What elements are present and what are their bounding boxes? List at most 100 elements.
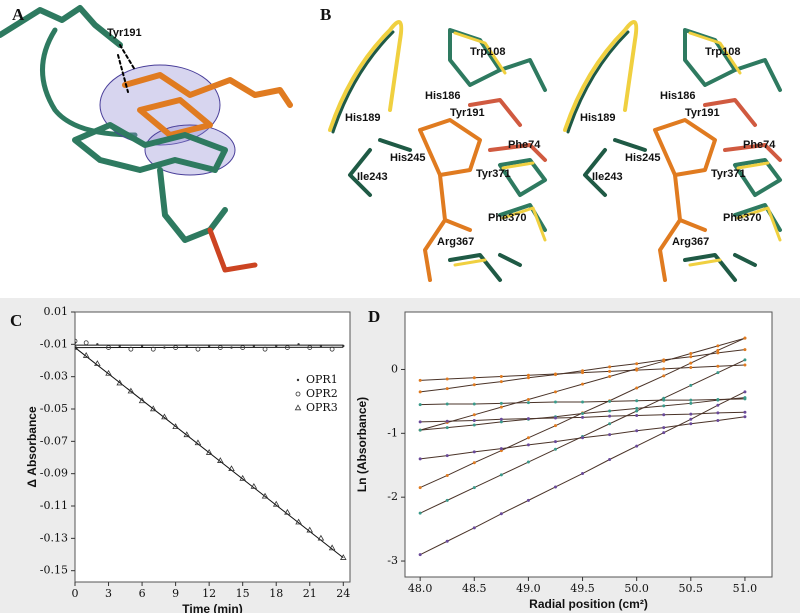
point — [472, 450, 476, 454]
point — [329, 346, 335, 352]
point — [526, 417, 530, 421]
point — [716, 371, 720, 375]
point — [662, 426, 666, 430]
point — [553, 390, 557, 394]
point — [635, 362, 639, 366]
x-tick-label: 18 — [269, 587, 283, 600]
residue-label: His189 — [345, 112, 380, 124]
point — [689, 361, 693, 365]
point — [252, 344, 256, 348]
point — [118, 344, 121, 348]
point — [743, 390, 747, 394]
y-tick-label: -1 — [387, 426, 398, 439]
x-axis-label: Radial position (cm²) — [529, 597, 648, 611]
y-axis-label: Ln (Absorbance) — [355, 397, 369, 492]
point — [418, 428, 422, 432]
point — [553, 400, 557, 404]
point — [743, 415, 747, 419]
residue-label: Tyr191 — [450, 107, 485, 119]
point — [217, 345, 223, 350]
point — [195, 346, 201, 352]
point — [183, 431, 191, 438]
point — [418, 403, 422, 407]
point — [581, 415, 585, 419]
point — [553, 373, 557, 377]
point — [635, 386, 639, 390]
point — [230, 346, 233, 349]
residue-label: Phe370 — [723, 212, 762, 224]
residue-label: Ile243 — [357, 171, 388, 183]
point — [716, 348, 720, 352]
residue-label: Phe74 — [508, 139, 541, 151]
point — [608, 409, 612, 413]
point — [689, 412, 693, 416]
point — [96, 343, 99, 346]
x-tick-label: 51.0 — [733, 582, 758, 595]
plot-content — [418, 336, 747, 557]
point — [526, 397, 530, 401]
point — [275, 344, 278, 348]
point — [472, 413, 476, 417]
point — [635, 409, 639, 413]
point — [581, 412, 585, 416]
point — [689, 398, 693, 402]
point — [689, 366, 693, 370]
point — [526, 376, 530, 380]
point — [82, 352, 90, 358]
point — [499, 473, 503, 477]
point — [608, 458, 612, 462]
point — [306, 526, 314, 533]
point — [526, 373, 530, 377]
point — [272, 500, 280, 507]
point — [743, 363, 747, 367]
point — [526, 498, 530, 502]
residue-label: His186 — [425, 90, 460, 102]
point — [75, 343, 79, 350]
point — [150, 346, 156, 352]
residue-label: His245 — [625, 152, 660, 164]
residue-label: Tyr191 — [685, 107, 720, 119]
point — [635, 429, 639, 433]
y-tick-label: 0.01 — [44, 305, 69, 318]
point — [194, 439, 202, 446]
x-tick-label: 3 — [105, 587, 112, 600]
point — [716, 411, 720, 415]
residue-label: Trp108 — [705, 46, 740, 58]
point — [445, 402, 449, 406]
x-tick-label: 0 — [72, 587, 79, 600]
point — [205, 449, 213, 455]
point — [635, 367, 639, 371]
residue-label: His186 — [660, 90, 695, 102]
point — [743, 348, 747, 352]
point — [116, 379, 124, 386]
x-tick-label: 24 — [336, 587, 350, 600]
x-tick-label: 49.0 — [516, 582, 541, 595]
point — [445, 539, 449, 543]
point — [608, 369, 612, 373]
point — [472, 526, 476, 530]
point — [217, 457, 224, 463]
point — [297, 343, 300, 346]
point — [472, 402, 476, 406]
legend-marker — [296, 378, 300, 382]
point — [635, 399, 639, 403]
x-tick-label: 49.5 — [570, 582, 595, 595]
point — [445, 419, 449, 423]
point — [499, 380, 503, 384]
point — [161, 413, 168, 420]
point — [328, 544, 336, 551]
y-tick-label: -0.15 — [40, 564, 68, 577]
point — [472, 423, 476, 427]
point — [445, 473, 449, 477]
point — [239, 474, 246, 481]
residue-label: His245 — [390, 152, 425, 164]
point — [228, 465, 235, 472]
legend-label: OPR3 — [306, 401, 338, 414]
y-tick-label: -0.05 — [40, 402, 68, 415]
point — [262, 346, 268, 352]
point — [635, 444, 639, 448]
point — [499, 401, 503, 405]
point — [526, 436, 530, 440]
panel-letter: B — [320, 5, 331, 24]
x-tick-label: 50.0 — [624, 582, 649, 595]
